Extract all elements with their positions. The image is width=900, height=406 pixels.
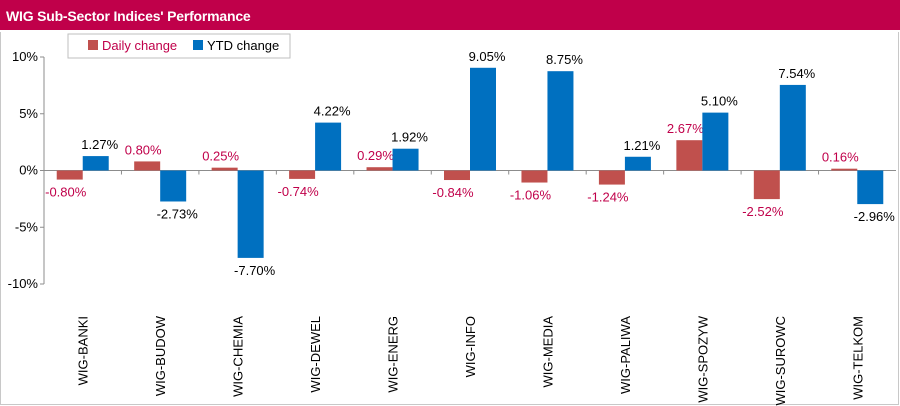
ytd-change-bar — [702, 112, 729, 171]
y-tick-label: 10% — [12, 49, 38, 64]
daily-change-bar — [444, 170, 470, 181]
ytd-change-bar — [237, 170, 264, 258]
daily-change-label: 2.67% — [667, 121, 704, 136]
ytd-change-bar — [315, 122, 342, 171]
legend-swatch-ytd — [193, 40, 203, 50]
category-label: WIG-SUROWC — [773, 316, 788, 406]
title-bar: WIG Sub-Sector Indices' Performance — [0, 0, 900, 30]
ytd-change-label: 1.27% — [81, 137, 118, 152]
category-label: WIG-MEDIA — [540, 316, 555, 388]
daily-change-bar — [521, 170, 548, 183]
daily-change-label: -1.06% — [510, 188, 552, 203]
daily-change-label: 0.16% — [822, 150, 859, 165]
daily-change-bar — [289, 170, 316, 179]
chart-title: WIG Sub-Sector Indices' Performance — [6, 8, 251, 24]
ytd-change-bar — [470, 67, 496, 171]
y-tick-label: 5% — [19, 106, 38, 121]
chart-frame — [0, 32, 899, 405]
daily-change-bar — [366, 167, 393, 171]
ytd-change-label: 9.05% — [469, 49, 506, 64]
ytd-change-bar — [547, 71, 574, 171]
daily-change-bar — [56, 170, 83, 180]
category-label: WIG-BANKI — [76, 316, 91, 385]
legend-label-daily: Daily change — [102, 38, 177, 53]
legend-box — [67, 33, 291, 59]
daily-change-bar — [211, 167, 238, 171]
ytd-change-bar — [624, 156, 651, 171]
ytd-change-label: -2.73% — [157, 206, 199, 221]
ytd-change-bar — [857, 170, 884, 205]
ytd-change-label: 5.10% — [701, 94, 738, 109]
legend-swatch-daily — [88, 40, 98, 50]
ytd-change-label: 8.75% — [546, 52, 583, 67]
daily-change-bar — [598, 170, 625, 185]
daily-change-bar — [676, 140, 703, 171]
category-label: WIG-DEWEL — [308, 316, 323, 393]
daily-change-label: 0.80% — [125, 142, 162, 157]
category-label: WIG-ENERG — [386, 316, 401, 393]
daily-change-label: -2.52% — [742, 204, 784, 219]
y-tick-label: -5% — [15, 219, 39, 234]
ytd-change-bar — [392, 148, 419, 171]
category-label: WIG-BUDOW — [153, 315, 168, 396]
daily-change-label: -0.74% — [277, 184, 319, 199]
legend-label-ytd: YTD change — [207, 38, 279, 53]
ytd-change-bar — [160, 170, 187, 202]
ytd-change-label: 1.21% — [623, 138, 660, 153]
ytd-change-label: -2.96% — [854, 209, 896, 224]
ytd-change-label: 7.54% — [778, 66, 815, 81]
ytd-change-bar — [779, 84, 806, 171]
daily-change-label: 0.25% — [202, 149, 239, 164]
ytd-change-label: 4.22% — [314, 104, 351, 119]
daily-change-label: -1.24% — [587, 190, 629, 205]
category-label: WIG-SPOZYW — [695, 315, 710, 402]
daily-change-bar — [753, 170, 780, 200]
ytd-change-label: -7.70% — [234, 263, 276, 278]
daily-change-bar — [831, 168, 858, 171]
daily-change-label: -0.80% — [45, 185, 87, 200]
y-tick-label: 0% — [19, 163, 38, 178]
daily-change-bar — [134, 161, 161, 171]
daily-change-label: 0.29% — [357, 148, 394, 163]
category-label: WIG-TELKOM — [850, 316, 865, 400]
y-tick-label: -10% — [8, 276, 39, 291]
ytd-change-bar — [82, 156, 109, 171]
category-label: WIG-CHEMIA — [231, 316, 246, 397]
daily-change-label: -0.84% — [432, 185, 474, 200]
category-label: WIG-INFO — [463, 316, 478, 377]
ytd-change-label: 1.92% — [391, 130, 428, 145]
category-label: WIG-PALIWA — [618, 316, 633, 394]
